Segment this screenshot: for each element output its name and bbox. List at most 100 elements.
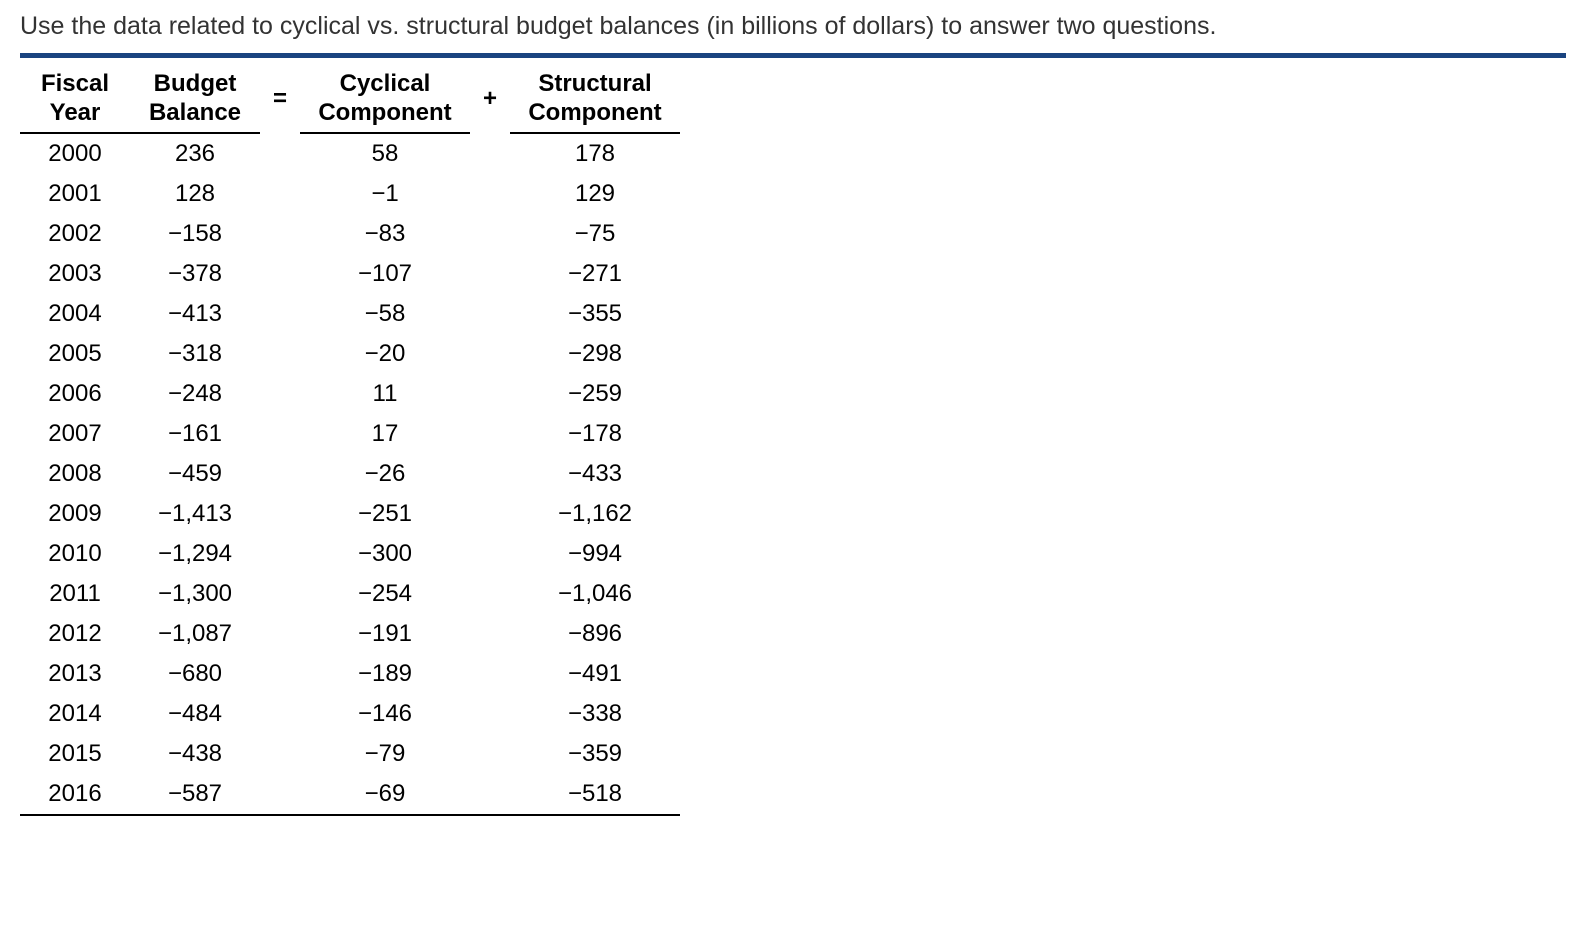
cell-balance: −158 (130, 214, 260, 254)
cell-year: 2007 (20, 414, 130, 454)
cell-year: 2009 (20, 494, 130, 534)
cell-op (260, 494, 300, 534)
cell-op (260, 414, 300, 454)
cell-balance: −1,300 (130, 574, 260, 614)
cell-balance: 128 (130, 174, 260, 214)
table-body: 2000236581782001128−11292002−158−83−7520… (20, 133, 680, 815)
cell-op (260, 454, 300, 494)
cell-balance: −378 (130, 254, 260, 294)
header-equals: = (260, 66, 300, 133)
header-label: Budget (142, 70, 248, 99)
header-label: Year (32, 99, 118, 128)
cell-year: 2012 (20, 614, 130, 654)
cell-cyclical: −83 (300, 214, 470, 254)
table-row: 2001128−1129 (20, 174, 680, 214)
cell-cyclical: −26 (300, 454, 470, 494)
cell-op (260, 774, 300, 815)
cell-cyclical: −79 (300, 734, 470, 774)
cell-op (470, 734, 510, 774)
cell-year: 2006 (20, 374, 130, 414)
cell-cyclical: 11 (300, 374, 470, 414)
cell-op (470, 534, 510, 574)
cell-structural: −994 (510, 534, 680, 574)
cell-op (260, 694, 300, 734)
table-header-row: Fiscal Year Budget Balance = Cyclical Co… (20, 66, 680, 133)
cell-op (470, 454, 510, 494)
cell-balance: −484 (130, 694, 260, 734)
cell-op (470, 494, 510, 534)
cell-structural: −1,046 (510, 574, 680, 614)
table-row: 2004−413−58−355 (20, 294, 680, 334)
cell-cyclical: −146 (300, 694, 470, 734)
cell-year: 2015 (20, 734, 130, 774)
cell-op (470, 254, 510, 294)
header-label: Balance (142, 99, 248, 128)
table-row: 2011−1,300−254−1,046 (20, 574, 680, 614)
cell-op (470, 294, 510, 334)
cell-year: 2008 (20, 454, 130, 494)
cell-year: 2000 (20, 133, 130, 174)
cell-structural: −433 (510, 454, 680, 494)
cell-op (260, 574, 300, 614)
cell-balance: −1,413 (130, 494, 260, 534)
table-row: 2008−459−26−433 (20, 454, 680, 494)
table-row: 2015−438 −79 −359 (20, 734, 680, 774)
cell-cyclical: −191 (300, 614, 470, 654)
cell-year: 2003 (20, 254, 130, 294)
cell-cyclical: −1 (300, 174, 470, 214)
cell-balance: −587 (130, 774, 260, 815)
cell-structural: −491 (510, 654, 680, 694)
cell-op (470, 774, 510, 815)
cell-year: 2010 (20, 534, 130, 574)
cell-structural: −896 (510, 614, 680, 654)
header-structural: Structural Component (510, 66, 680, 133)
cell-cyclical: −58 (300, 294, 470, 334)
header-label: Structural (522, 70, 668, 99)
header-label: Cyclical (312, 70, 458, 99)
cell-op (470, 414, 510, 454)
cell-op (260, 174, 300, 214)
cell-year: 2004 (20, 294, 130, 334)
divider-bar (20, 53, 1566, 58)
cell-structural: 129 (510, 174, 680, 214)
cell-structural: −178 (510, 414, 680, 454)
header-label: Component (312, 99, 458, 128)
cell-balance: 236 (130, 133, 260, 174)
cell-op (470, 133, 510, 174)
cell-year: 2016 (20, 774, 130, 815)
table-row: 2016−587−69−518 (20, 774, 680, 815)
table-row: 2006−24811−259 (20, 374, 680, 414)
cell-structural: −359 (510, 734, 680, 774)
table-row: 2005−318−20−298 (20, 334, 680, 374)
cell-op (470, 374, 510, 414)
cell-op (260, 214, 300, 254)
cell-year: 2013 (20, 654, 130, 694)
cell-op (260, 374, 300, 414)
header-plus: + (470, 66, 510, 133)
cell-op (470, 694, 510, 734)
header-label: Fiscal (32, 70, 118, 99)
cell-balance: −1,294 (130, 534, 260, 574)
cell-op (260, 734, 300, 774)
cell-cyclical: 58 (300, 133, 470, 174)
table-row: 2014−484−146−338 (20, 694, 680, 734)
cell-op (260, 534, 300, 574)
header-budget-balance: Budget Balance (130, 66, 260, 133)
cell-op (470, 574, 510, 614)
cell-structural: −518 (510, 774, 680, 815)
header-label: Component (522, 99, 668, 128)
cell-balance: −1,087 (130, 614, 260, 654)
cell-year: 2005 (20, 334, 130, 374)
table-row: 2013−680−189−491 (20, 654, 680, 694)
cell-balance: −161 (130, 414, 260, 454)
cell-balance: −438 (130, 734, 260, 774)
cell-op (260, 654, 300, 694)
cell-cyclical: 17 (300, 414, 470, 454)
cell-op (260, 133, 300, 174)
cell-structural: −259 (510, 374, 680, 414)
cell-year: 2011 (20, 574, 130, 614)
cell-balance: −413 (130, 294, 260, 334)
cell-balance: −680 (130, 654, 260, 694)
cell-op (470, 614, 510, 654)
cell-year: 2002 (20, 214, 130, 254)
